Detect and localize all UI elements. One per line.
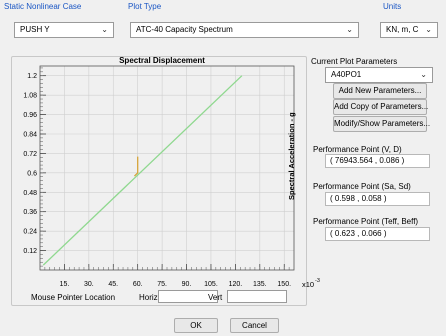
chart-ticks: 15. 30. 45. 60. 75. 90. 105. 120. 135. 150. 0.12 0.… [23, 67, 291, 288]
series-line-1 [42, 75, 243, 266]
units-select[interactable]: KN, m, C ⌄ [380, 22, 438, 38]
params-select[interactable]: A40PO1 ⌄ [325, 67, 433, 83]
perf-sasd-value: ( 0.598 , 0.058 ) [325, 192, 430, 206]
y-tick-label: 1.2 [27, 73, 37, 80]
chart-title: Spectral Displacement [119, 56, 205, 65]
static-case-label: Static Nonlinear Case [4, 2, 82, 11]
horiz-label: Horiz [139, 293, 158, 302]
perf-vd-label: Performance Point (V, D) [313, 145, 402, 154]
x-tick-label: 30. [84, 281, 94, 288]
x-tick-label: 135. [253, 281, 267, 288]
x-multiplier: x10 [302, 280, 314, 289]
x-tick-label: 150. [277, 281, 291, 288]
chart-series [42, 75, 243, 266]
x-tick-label: 75. [157, 281, 167, 288]
x-tick-label: 45. [108, 281, 118, 288]
y-tick-label: 0.48 [23, 190, 37, 197]
plot-frame [11, 56, 307, 306]
mouse-location-label: Mouse Pointer Location [31, 293, 116, 302]
y-tick-label: 0.36 [23, 209, 37, 216]
y-tick-label: 0.12 [23, 248, 37, 255]
perf-teff-value: ( 0.623 , 0.066 ) [325, 227, 430, 241]
x-tick-label: 120. [229, 281, 243, 288]
add-copy-parameters-button[interactable]: Add Copy of Parameters... [333, 99, 428, 115]
chevron-down-icon: ⌄ [346, 25, 353, 34]
perf-teff-label: Performance Point (Teff, Beff) [313, 217, 419, 226]
units-value: KN, m, C [386, 25, 419, 34]
static-case-select[interactable]: PUSH Y ⌄ [14, 22, 114, 38]
x-tick-label: 15. [60, 281, 70, 288]
modify-show-parameters-button[interactable]: Modify/Show Parameters... [333, 116, 430, 132]
plot-area [39, 65, 295, 271]
horiz-field [158, 290, 218, 303]
x-tick-label: 90. [182, 281, 192, 288]
chevron-down-icon: ⌄ [101, 25, 108, 34]
vert-label: Vert [208, 293, 223, 302]
vert-field [227, 290, 287, 303]
current-params-label: Current Plot Parameters [311, 57, 398, 66]
x-tick-label: 60. [133, 281, 143, 288]
plot-type-label: Plot Type [128, 2, 162, 11]
cancel-button[interactable]: Cancel [230, 318, 279, 333]
static-case-value: PUSH Y [20, 25, 50, 34]
chevron-down-icon: ⌄ [425, 25, 432, 34]
y-axis-title: Spectral Acceleration - g [287, 112, 296, 200]
params-value: A40PO1 [331, 70, 362, 79]
ok-button[interactable]: OK [174, 318, 218, 333]
plot-type-select[interactable]: ATC-40 Capacity Spectrum ⌄ [130, 22, 359, 38]
y-tick-label: 0.96 [23, 112, 37, 119]
perf-vd-value: ( 76943.564 , 0.086 ) [325, 154, 430, 168]
perf-sasd-label: Performance Point (Sa, Sd) [313, 182, 411, 191]
y-tick-label: 0.24 [23, 229, 37, 236]
add-new-parameters-button[interactable]: Add New Parameters... [333, 83, 427, 99]
x-tick-label: 105. [204, 281, 218, 288]
y-tick-label: 0.72 [23, 151, 37, 158]
chart-grid [40, 66, 294, 270]
y-tick-label: 1.08 [23, 93, 37, 100]
plot-type-value: ATC-40 Capacity Spectrum [136, 25, 233, 34]
chevron-down-icon: ⌄ [420, 70, 427, 79]
units-label: Units [383, 2, 402, 11]
y-tick-label: 0.6 [27, 170, 37, 177]
y-tick-label: 0.84 [23, 132, 37, 139]
series-line-2 [133, 156, 139, 177]
x-multiplier-exponent: -3 [315, 278, 320, 284]
